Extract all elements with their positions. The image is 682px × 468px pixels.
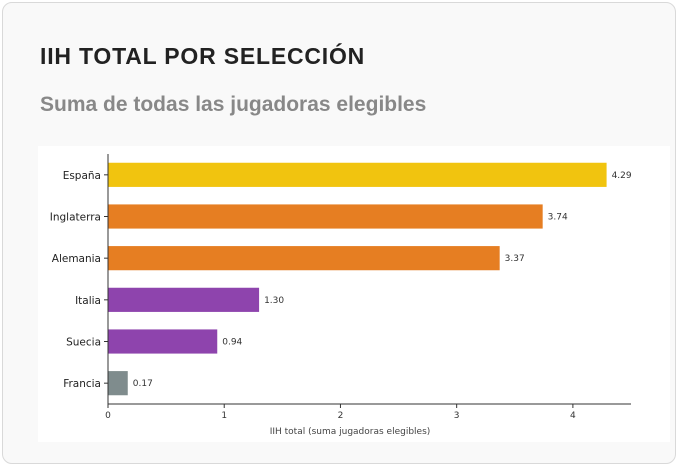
bar-0: [108, 162, 607, 187]
bar-5: [108, 371, 128, 396]
bar-value-label: 1.30: [264, 296, 284, 306]
x-tick-label: 1: [221, 411, 227, 421]
x-tick-label: 0: [105, 411, 111, 421]
page-title: IIH TOTAL POR SELECCIÓN: [40, 43, 366, 69]
category-label: Italia: [75, 295, 101, 307]
bar-3: [108, 287, 260, 312]
category-label: Inglaterra: [50, 212, 101, 224]
bar-4: [108, 329, 218, 354]
bar-1: [108, 204, 543, 229]
bar-chart: 4.29 3.74 3.37 1.30 0.94 0.17 España Inglaterr…: [50, 154, 632, 437]
bar-value-label: 3.37: [505, 254, 525, 264]
bar-value-label: 3.74: [548, 213, 568, 223]
category-label: Alemania: [52, 253, 101, 265]
bar-value-label: 0.17: [133, 379, 153, 389]
category-label: España: [63, 170, 101, 182]
chart-area: 4.29 3.74 3.37 1.30 0.94 0.17 España Inglaterr…: [38, 146, 670, 442]
page-subtitle: Suma de todas las jugadoras elegibles: [40, 93, 427, 116]
category-label: Suecia: [66, 337, 101, 349]
category-label: Francia: [63, 378, 101, 390]
bar-value-label: 4.29: [612, 171, 632, 181]
x-tick-label: 2: [338, 411, 344, 421]
bar-2: [108, 246, 500, 271]
x-tick-label: 4: [570, 411, 576, 421]
x-tick-label: 3: [454, 411, 460, 421]
x-axis-label: IIH total (suma jugadoras elegibles): [270, 427, 431, 437]
bar-value-label: 0.94: [222, 338, 242, 348]
